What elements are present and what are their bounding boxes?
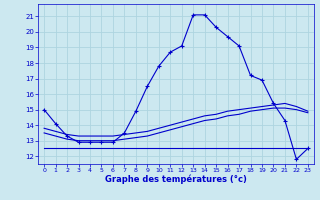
X-axis label: Graphe des températures (°c): Graphe des températures (°c): [105, 175, 247, 184]
